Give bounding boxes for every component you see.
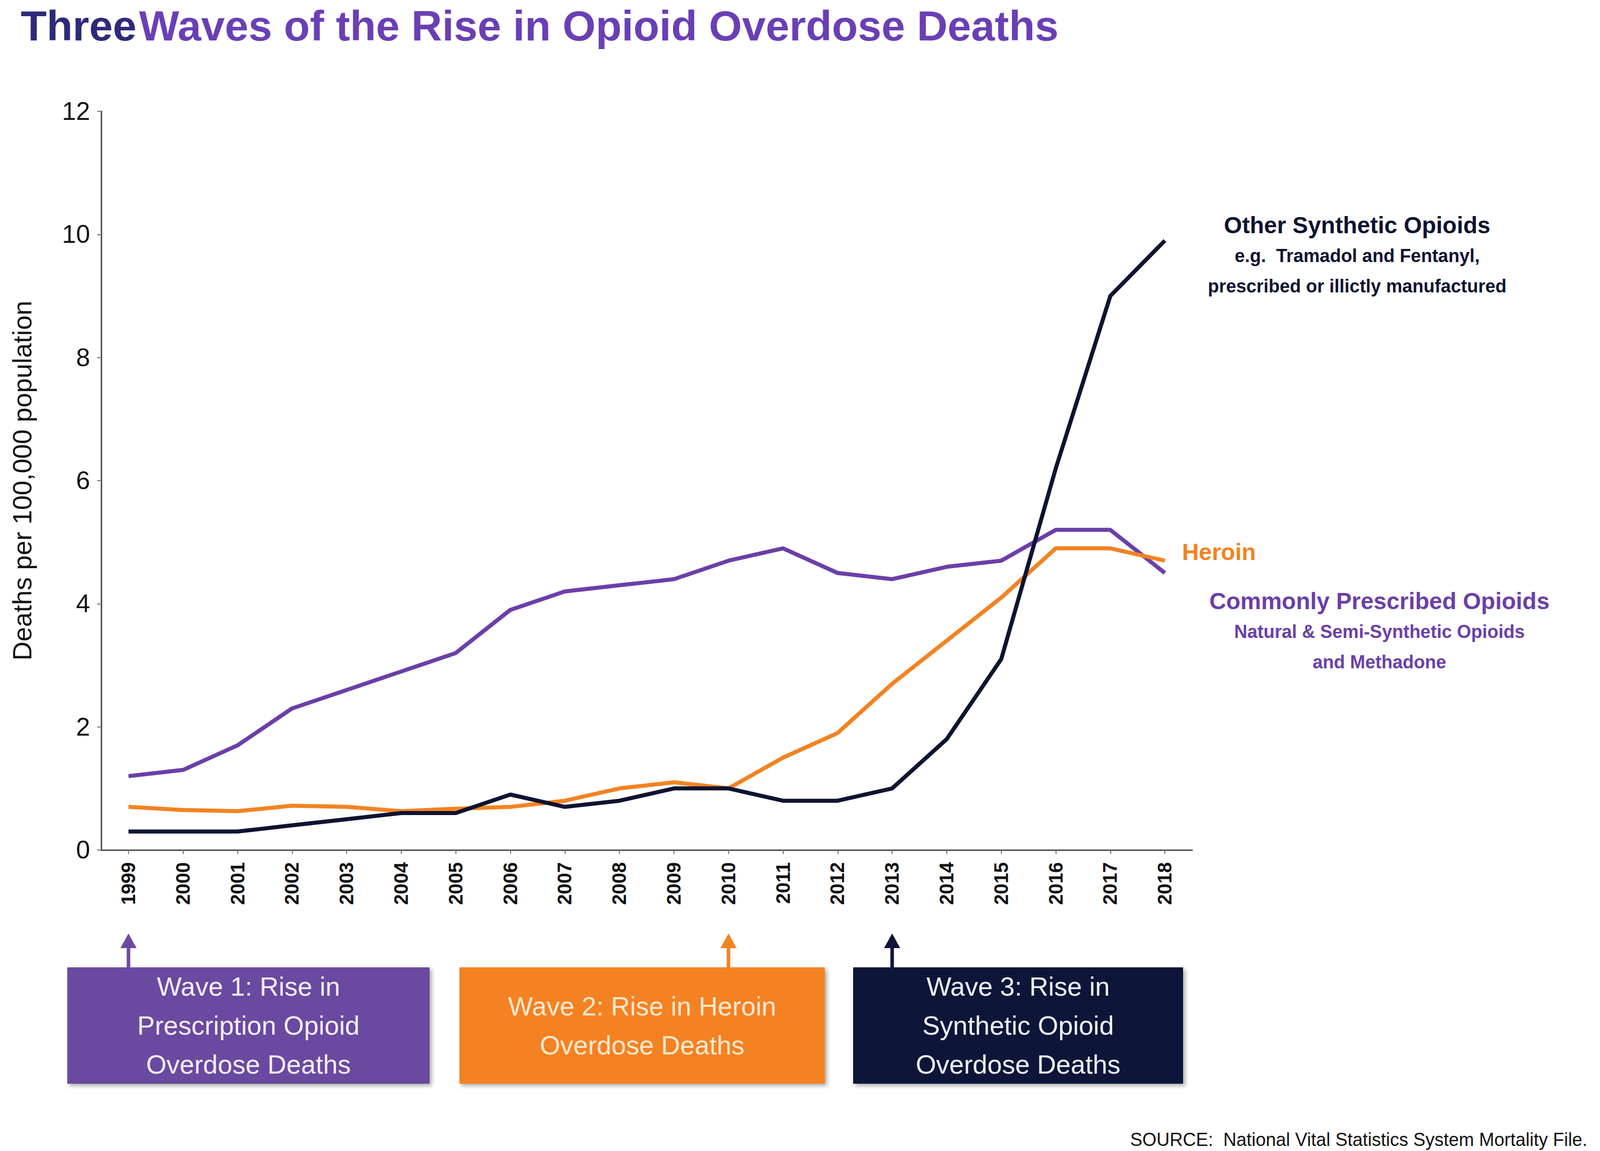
svg-text:and Methadone: and Methadone [1312,651,1447,673]
svg-text:Waves of the Rise in Opioid Ov: Waves of the Rise in Opioid Overdose Dea… [139,2,1059,50]
svg-text:Wave 2: Rise in Heroin: Wave 2: Rise in Heroin [508,991,777,1022]
svg-text:2014: 2014 [936,862,958,906]
svg-text:2016: 2016 [1045,862,1067,906]
svg-text:0: 0 [75,835,91,865]
svg-text:2010: 2010 [718,862,740,906]
svg-text:2018: 2018 [1154,862,1176,906]
svg-text:Overdose Deaths: Overdose Deaths [539,1030,745,1061]
svg-text:2015: 2015 [990,862,1013,906]
svg-text:2009: 2009 [663,862,685,906]
svg-text:e.g. Tramadol and Fentanyl,: e.g. Tramadol and Fentanyl, [1234,245,1480,267]
svg-text:2003: 2003 [335,862,358,906]
svg-text:8: 8 [75,343,91,372]
svg-text:2: 2 [75,712,91,742]
svg-text:Natural & Semi-Synthetic Opioi: Natural & Semi-Synthetic Opioids [1234,621,1525,643]
svg-text:2000: 2000 [172,862,194,906]
svg-text:Three: Three [20,2,137,50]
svg-text:Prescription Opioid: Prescription Opioid [137,1011,360,1041]
svg-text:6: 6 [75,466,91,495]
svg-text:2013: 2013 [881,862,903,906]
svg-text:2006: 2006 [499,862,522,906]
svg-text:Overdose Deaths: Overdose Deaths [146,1049,352,1080]
svg-text:2008: 2008 [608,862,630,906]
svg-text:Synthetic Opioid: Synthetic Opioid [922,1011,1115,1041]
svg-text:2002: 2002 [281,862,303,906]
svg-text:Commonly Prescribed Opioids: Commonly Prescribed Opioids [1209,587,1550,615]
svg-text:1999: 1999 [117,862,140,906]
svg-text:Wave 1: Rise in: Wave 1: Rise in [156,972,341,1002]
svg-text:SOURCE: National Vital Statis: SOURCE: National Vital Statistics System… [1129,1129,1588,1151]
svg-text:2004: 2004 [390,862,412,906]
svg-text:2017: 2017 [1099,862,1121,906]
svg-text:Other Synthetic Opioids: Other Synthetic Opioids [1224,212,1491,239]
svg-text:2001: 2001 [227,862,249,906]
svg-text:4: 4 [75,589,91,618]
svg-text:2005: 2005 [445,862,467,906]
svg-text:Deaths per 100,000 population: Deaths per 100,000 population [7,300,37,661]
svg-text:12: 12 [61,97,91,126]
svg-text:Overdose Deaths: Overdose Deaths [915,1049,1121,1080]
svg-text:2011: 2011 [772,862,794,904]
svg-text:2007: 2007 [554,862,576,906]
svg-text:Wave 3: Rise in: Wave 3: Rise in [926,972,1110,1002]
svg-text:prescribed or illictly manufac: prescribed or illictly manufactured [1207,275,1507,297]
svg-text:Heroin: Heroin [1182,538,1256,566]
svg-text:10: 10 [61,220,91,249]
svg-text:2012: 2012 [826,862,849,906]
